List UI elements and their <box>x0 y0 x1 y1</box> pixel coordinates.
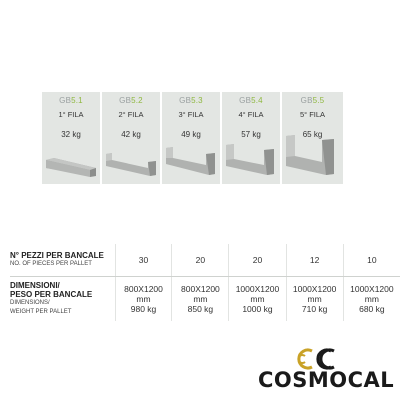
logo-mark-icon <box>297 348 335 370</box>
pallet-weight: 850 kg <box>187 304 214 314</box>
dimensions-label: DIMENSIONI/ PESO PER BANCALE DIMENSIONS/… <box>10 276 116 321</box>
block-image <box>46 158 96 177</box>
row-label: 2° FILA <box>118 110 144 119</box>
product-code: GB5.3 <box>162 96 220 105</box>
code-prefix: GB <box>300 96 313 105</box>
product-code: GB5.2 <box>102 96 160 105</box>
cosmocal-logo: COSMOCAL <box>258 342 395 394</box>
pallet-size: 1000X1200 <box>350 284 394 294</box>
product-code: GB5.5 <box>282 96 343 105</box>
code-prefix: GB <box>59 96 72 105</box>
pieces-value: 20 <box>228 244 287 277</box>
code-number: 5.3 <box>191 96 203 105</box>
weight-label: 32 kg <box>61 130 81 139</box>
code-prefix: GB <box>119 96 132 105</box>
pallet-weight: 980 kg <box>130 304 157 314</box>
pallet-unit: mm <box>364 294 379 304</box>
dimensions-value: 1000X1200 mm 710 kg <box>286 276 344 321</box>
code-number: 5.4 <box>251 96 263 105</box>
product-card-gb51: GB5.1 1° FILA 32 kg <box>42 92 100 184</box>
product-code: GB5.4 <box>222 96 280 105</box>
dimensions-value: 800X1200 mm 980 kg <box>115 276 173 321</box>
dimensions-value: 1000X1200 mm 680 kg <box>343 277 400 322</box>
dimensions-value: 1000X1200 mm 1000 kg <box>228 276 287 321</box>
pallet-size: 1000X1200 <box>292 284 337 294</box>
row-label: 4° FILA <box>238 110 264 119</box>
weight-label: 57 kg <box>241 130 261 139</box>
pallet-unit: mm <box>136 294 151 304</box>
product-card-gb53: GB5.3 3° FILA 49 kg <box>162 92 220 184</box>
row-label: 5° FILA <box>299 110 326 119</box>
block-image <box>226 144 274 175</box>
product-card-gb52: GB5.2 2° FILA 42 kg <box>102 92 160 184</box>
logo-text: COSMOCAL <box>258 368 395 392</box>
code-number: 5.5 <box>312 96 325 105</box>
pieces-label-en: NO. OF PIECES PER PALLET <box>10 261 92 267</box>
dimensions-value: 800X1200 mm 850 kg <box>171 276 230 321</box>
product-card-gb54: GB5.4 4° FILA 57 kg <box>222 92 280 184</box>
pallet-size: 800X1200 <box>181 284 220 294</box>
pallet-size: 1000X1200 <box>235 284 280 294</box>
product-card-gb55: GB5.5 5° FILA 65 kg <box>282 92 343 184</box>
pallet-weight: 710 kg <box>301 304 328 314</box>
pieces-label: N° PEZZI PER BANCALE NO. OF PIECES PER P… <box>10 244 116 277</box>
block-image <box>166 147 215 175</box>
pallet-weight: 680 kg <box>359 304 385 314</box>
pieces-value: 30 <box>115 244 173 277</box>
row-label: 3° FILA <box>178 110 204 119</box>
product-code: GB5.1 <box>42 96 100 105</box>
spec-table: N° PEZZI PER BANCALE NO. OF PIECES PER P… <box>10 244 400 321</box>
code-number: 5.1 <box>71 96 83 105</box>
row-label: 1° FILA <box>58 110 84 119</box>
table-row-pieces: N° PEZZI PER BANCALE NO. OF PIECES PER P… <box>10 244 400 277</box>
pieces-value: 10 <box>343 244 400 277</box>
pallet-size: 800X1200 <box>124 284 163 294</box>
pieces-value: 20 <box>171 244 230 277</box>
weight-label: 42 kg <box>121 130 141 139</box>
product-cards: GB5.1 1° FILA 32 kg GB5.2 2° FILA 42 kg … <box>42 92 343 184</box>
pallet-unit: mm <box>193 294 208 304</box>
pieces-value: 12 <box>286 244 344 277</box>
pallet-weight: 1000 kg <box>242 304 273 314</box>
code-prefix: GB <box>239 96 252 105</box>
weight-label: 49 kg <box>181 130 201 139</box>
weight-label: 65 kg <box>302 130 323 139</box>
dimensions-label-it-1: DIMENSIONI/ <box>10 281 60 290</box>
block-image <box>106 153 156 176</box>
table-row-dimensions: DIMENSIONI/ PESO PER BANCALE DIMENSIONS/… <box>10 276 400 322</box>
dimensions-label-en-1: DIMENSIONS/ <box>10 300 50 306</box>
dimensions-label-en-2: WEIGHT PER PALLET <box>10 309 72 315</box>
pallet-unit: mm <box>250 294 265 304</box>
code-prefix: GB <box>179 96 192 105</box>
pieces-label-it: N° PEZZI PER BANCALE <box>10 251 104 260</box>
dimensions-label-it-2: PESO PER BANCALE <box>10 290 93 299</box>
block-image <box>286 135 334 175</box>
code-number: 5.2 <box>131 96 143 105</box>
pallet-unit: mm <box>307 294 322 304</box>
